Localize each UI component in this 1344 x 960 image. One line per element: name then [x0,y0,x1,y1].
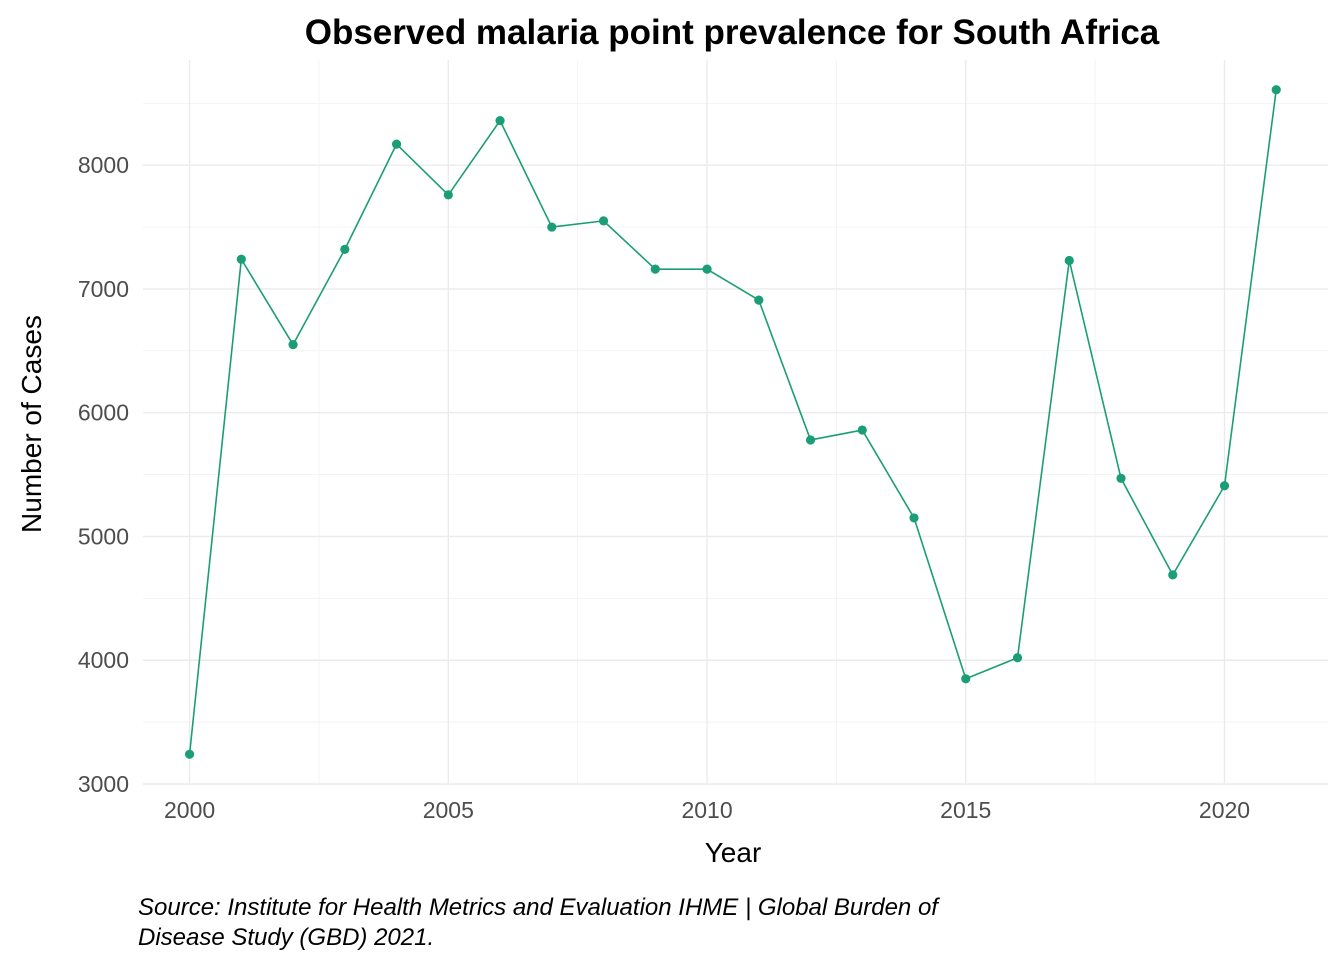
data-point [547,222,557,232]
data-point [805,435,816,445]
y-tick-label: 6000 [78,400,129,426]
x-tick-label: 2010 [681,797,732,823]
x-tick-label: 2000 [164,797,215,823]
data-point [961,674,971,684]
data-point [1012,653,1023,663]
y-tick-label: 8000 [78,152,129,178]
x-tick-label: 2005 [423,797,474,823]
data-points [184,85,1281,759]
data-point [650,264,660,274]
data-point [702,264,712,274]
caption-line-1: Source: Institute for Health Metrics and… [138,894,940,921]
x-tick-label: 2020 [1199,797,1250,823]
data-point [857,425,867,435]
caption-line-2: Disease Study (GBD) 2021. [138,924,434,951]
y-tick-label: 3000 [78,771,129,797]
data-point [288,340,298,350]
grid [143,60,1328,785]
x-axis-tick-labels: 2000 2005 2010 2015 2020 [164,797,1250,823]
series-line-layer [188,89,1278,755]
chart-title: Observed malaria point prevalence for So… [305,13,1160,52]
data-point [1168,570,1178,580]
y-axis-title: Number of Cases [16,315,47,533]
x-axis-title: Year [705,837,762,868]
y-tick-label: 4000 [78,647,129,673]
data-point [754,295,764,305]
y-axis-tick-labels: 3000 4000 5000 6000 7000 8000 [78,152,129,797]
data-point [598,216,609,226]
data-point [1116,473,1126,483]
data-point [443,190,453,200]
y-tick-label: 7000 [78,276,129,302]
data-point [495,116,505,126]
series-line [188,89,1278,755]
data-point [1271,85,1281,95]
data-point [1064,255,1074,266]
data-point [391,139,402,149]
data-point [1219,481,1230,491]
y-tick-label: 5000 [78,523,129,549]
data-point [184,749,195,759]
x-tick-label: 2015 [940,797,991,823]
data-point [340,244,350,254]
data-point [909,513,919,523]
data-point [236,254,246,264]
